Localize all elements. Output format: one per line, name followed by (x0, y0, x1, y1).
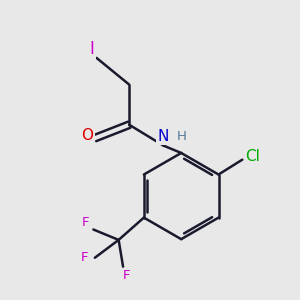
Text: Cl: Cl (245, 149, 260, 164)
Text: N: N (158, 129, 169, 144)
Text: H: H (176, 130, 186, 143)
Text: F: F (82, 216, 90, 229)
Text: O: O (82, 128, 94, 142)
Text: I: I (90, 40, 94, 58)
Text: F: F (81, 251, 88, 264)
Text: F: F (122, 269, 130, 282)
